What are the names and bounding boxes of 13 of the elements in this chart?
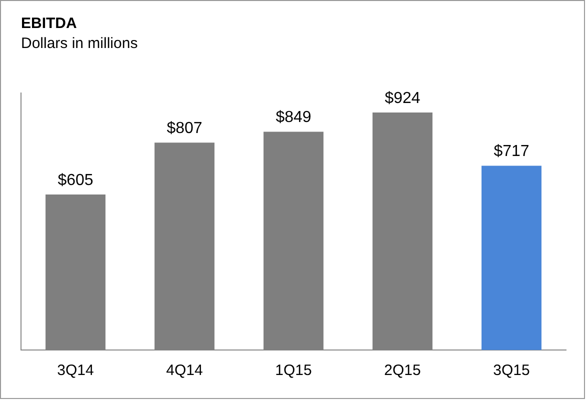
chart-title: EBITDA: [21, 15, 77, 32]
bar: [482, 166, 542, 350]
data-label: $605: [58, 172, 94, 189]
x-tick-label: 3Q15: [493, 362, 530, 380]
x-tick-label: 4Q14: [166, 362, 203, 380]
data-label: $807: [166, 120, 202, 138]
data-label: $717: [494, 143, 530, 160]
chart-subtitle: Dollars in millions: [21, 35, 138, 52]
x-tick-label: 1Q15: [275, 362, 312, 380]
x-tick-label: 2Q15: [384, 362, 421, 380]
data-label: $924: [384, 90, 420, 107]
x-tick-label: 3Q14: [57, 362, 94, 380]
data-label: $849: [276, 109, 312, 126]
